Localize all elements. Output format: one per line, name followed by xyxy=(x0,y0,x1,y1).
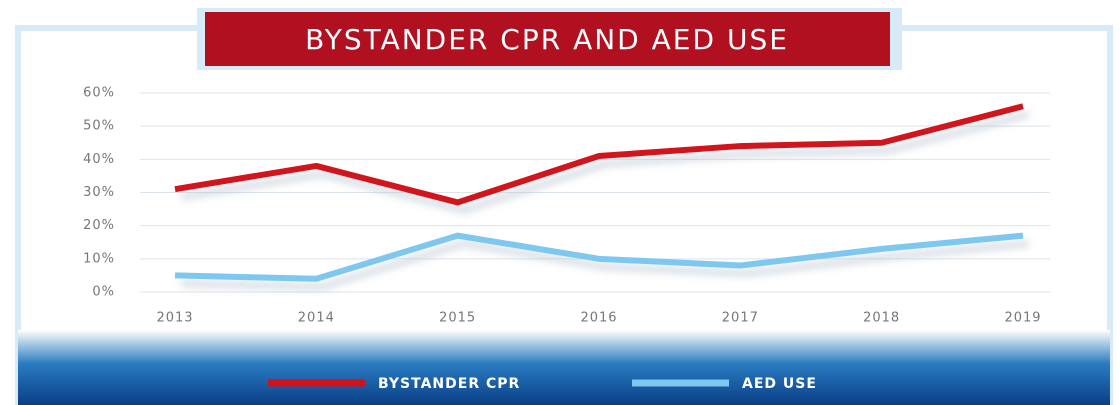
y-tick-label: 10% xyxy=(83,251,115,266)
x-tick-label: 2016 xyxy=(580,311,617,326)
y-tick-label: 50% xyxy=(83,119,115,134)
legend-label: BYSTANDER CPR xyxy=(378,376,520,392)
x-tick-label: 2018 xyxy=(863,311,900,326)
title-banner xyxy=(205,12,890,66)
x-tick-label: 2013 xyxy=(156,311,193,326)
legend-label: AED USE xyxy=(742,376,817,392)
legend-band xyxy=(18,330,1110,405)
x-tick-label: 2015 xyxy=(439,311,476,326)
chart-title: BYSTANDER CPR AND AED USE xyxy=(305,23,789,56)
y-tick-label: 60% xyxy=(83,86,115,101)
y-tick-label: 0% xyxy=(92,285,115,300)
x-tick-label: 2014 xyxy=(298,311,335,326)
y-tick-label: 20% xyxy=(83,218,115,233)
x-tick-label: 2017 xyxy=(722,311,759,326)
series-line xyxy=(174,232,1024,282)
y-tick-label: 30% xyxy=(83,185,115,200)
y-tick-label: 40% xyxy=(83,152,115,167)
x-tick-label: 2019 xyxy=(1004,311,1041,326)
series-line xyxy=(174,103,1024,206)
